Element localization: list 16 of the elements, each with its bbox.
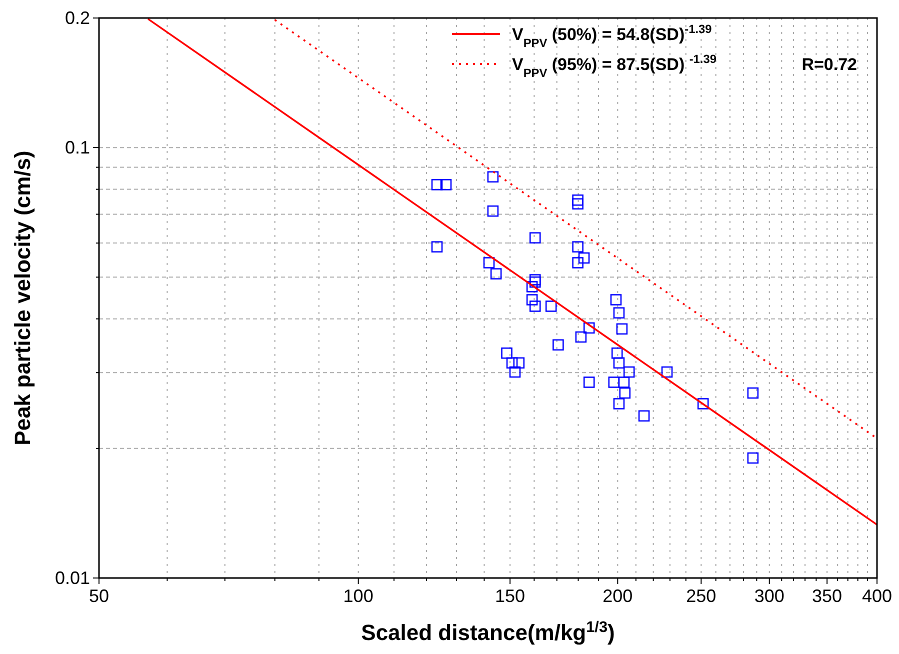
legend-label: V$_{PPV}$ (50%) = 54.8(SD)$^{-1.39}$ xyxy=(512,22,712,50)
y-tick-label: 0.01 xyxy=(54,568,90,588)
x-tick-label: 150 xyxy=(495,586,526,606)
x-tick-label: 300 xyxy=(754,586,784,606)
x-tick-label: 200 xyxy=(602,586,633,606)
x-tick-label: 350 xyxy=(812,586,842,606)
y-tick-label: 0.2 xyxy=(64,8,90,28)
x-axis-title: Scaled distance(m/kg$^{1/3}$) xyxy=(361,618,615,645)
x-tick-label: 400 xyxy=(862,586,892,606)
y-axis-title: Peak particle velocity (cm/s) xyxy=(10,150,35,446)
annotation: R=0.72 xyxy=(802,55,857,74)
x-tick-label: 250 xyxy=(686,586,716,606)
x-tick-label: 50 xyxy=(88,586,110,606)
y-tick-label: 0.1 xyxy=(64,138,90,158)
x-tick-label: 100 xyxy=(343,586,374,606)
legend-label: V$_{PPV}$ (95%) = 87.5(SD) $^{-1.39}$ xyxy=(512,52,717,80)
